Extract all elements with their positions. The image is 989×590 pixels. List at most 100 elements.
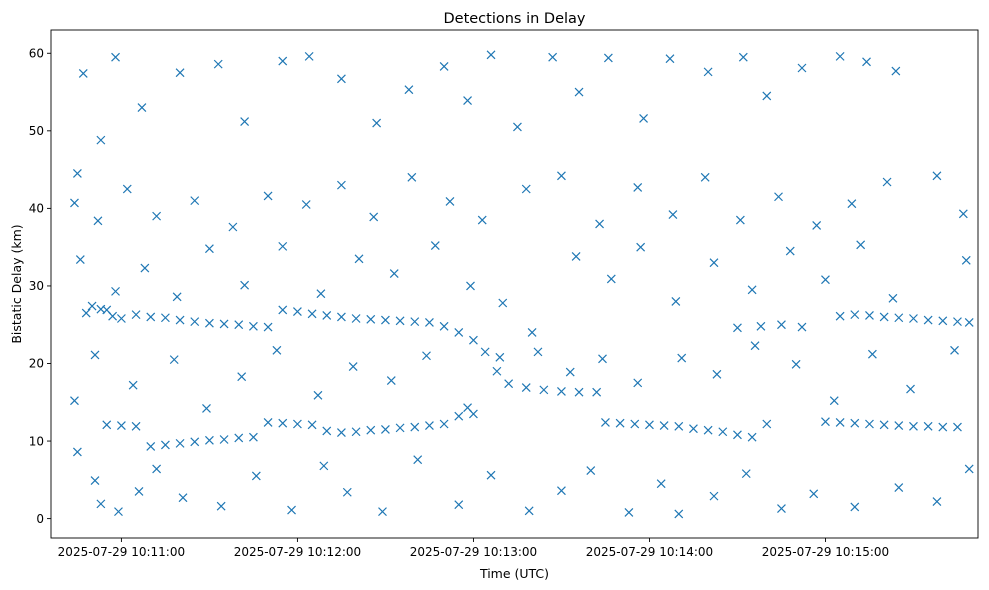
data-point-marker [272, 345, 282, 355]
data-point-marker [571, 252, 581, 261]
data-point-marker [574, 387, 584, 397]
data-point-marker [422, 351, 431, 361]
data-point-marker [565, 367, 575, 377]
data-point-marker [906, 384, 915, 394]
data-point-marker [351, 314, 361, 323]
data-point-marker [469, 335, 478, 345]
data-point-marker [862, 57, 871, 67]
data-point-marker [175, 438, 185, 448]
data-point-marker [78, 69, 88, 78]
data-point-marker [137, 103, 147, 112]
data-point-marker [204, 244, 214, 254]
data-point-marker [287, 505, 296, 515]
data-point-marker [733, 430, 742, 440]
data-point-marker [204, 435, 214, 445]
data-point-marker [850, 502, 860, 512]
data-point-marker [190, 317, 200, 327]
data-point-marker [263, 191, 273, 201]
data-point-marker [234, 320, 244, 330]
data-point-marker [850, 418, 860, 428]
data-point-marker [445, 196, 455, 206]
data-point-marker [821, 275, 830, 285]
data-point-marker [204, 318, 214, 328]
y-axis-label: Bistatic Delay (km) [9, 224, 24, 343]
data-point-marker [548, 52, 558, 62]
data-point-marker [336, 312, 346, 322]
y-tick-label: 10 [29, 434, 44, 448]
x-axis-ticks: 2025-07-29 10:11:00 2025-07-29 10:12:00 20… [58, 538, 889, 559]
data-point-marker [539, 385, 549, 395]
data-point-marker [389, 269, 399, 278]
data-point-marker [278, 418, 288, 428]
data-point-marker [292, 419, 302, 429]
data-point-marker [750, 341, 760, 351]
data-point-marker [477, 215, 487, 225]
data-point-marker [131, 310, 141, 320]
data-point-marker [366, 314, 376, 324]
data-point-marker [665, 54, 675, 64]
data-point-marker [867, 349, 877, 359]
data-point-marker [592, 387, 602, 397]
data-point-marker [134, 487, 144, 496]
data-point-marker [601, 418, 610, 427]
data-point-marker [671, 297, 681, 306]
data-point-marker [521, 383, 531, 392]
data-point-marker [923, 315, 933, 325]
data-point-marker [122, 184, 132, 194]
data-point-marker [850, 310, 860, 320]
data-point-marker [407, 172, 417, 182]
data-point-marker [439, 321, 449, 331]
data-point-marker [152, 464, 162, 474]
data-point-marker [829, 396, 839, 406]
data-point-marker [463, 403, 472, 413]
data-point-marker [527, 328, 537, 337]
data-point-marker [835, 51, 845, 61]
data-point-marker [958, 209, 968, 219]
data-point-marker [430, 241, 440, 251]
data-point-marker [674, 509, 684, 519]
x-tick-label: 2025-07-29 10:13:00 [410, 545, 537, 559]
plot-area [51, 30, 978, 538]
data-point-marker [636, 242, 646, 252]
data-point-marker [659, 421, 669, 430]
data-point-marker [466, 281, 475, 291]
data-point-marker [380, 424, 390, 434]
data-point-marker [307, 420, 317, 430]
data-point-marker [603, 53, 613, 63]
y-tick-label: 50 [29, 124, 44, 138]
data-point-marker [964, 464, 974, 474]
data-point-marker [557, 486, 566, 496]
data-point-marker [835, 311, 845, 321]
data-point-marker [615, 418, 625, 428]
data-point-marker [809, 489, 819, 499]
data-point-marker [114, 507, 123, 517]
data-point-marker [87, 301, 97, 311]
data-point-marker [278, 305, 288, 315]
data-point-marker [733, 323, 742, 333]
data-point-marker [342, 487, 352, 497]
data-point-marker [486, 470, 496, 480]
data-point-marker [366, 425, 376, 435]
chart-title: Detections in Delay [443, 11, 585, 27]
data-point-marker [923, 421, 933, 431]
data-point-marker [439, 419, 449, 429]
data-point-marker [70, 396, 79, 406]
x-tick-label: 2025-07-29 10:14:00 [586, 545, 713, 559]
data-point-marker [372, 118, 382, 128]
marker-layer [70, 50, 974, 519]
y-tick-label: 20 [29, 357, 44, 371]
axes-frame [50, 29, 979, 539]
data-point-marker [263, 418, 273, 427]
data-point-marker [821, 417, 830, 427]
data-point-marker [380, 315, 390, 325]
data-point-marker [521, 184, 531, 194]
data-point-marker [504, 379, 514, 389]
data-point-marker [735, 215, 745, 225]
data-point-marker [762, 419, 772, 429]
data-point-marker [175, 68, 185, 78]
data-point-marker [762, 91, 772, 101]
data-point-marker [248, 432, 258, 442]
data-point-marker [894, 483, 904, 493]
y-tick-label: 60 [29, 46, 44, 60]
data-point-marker [425, 317, 434, 327]
